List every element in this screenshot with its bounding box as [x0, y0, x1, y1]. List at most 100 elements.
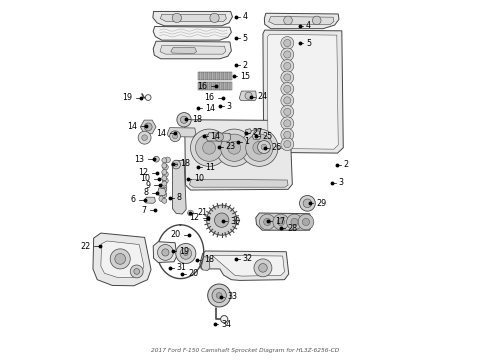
Circle shape — [162, 158, 167, 163]
Polygon shape — [263, 30, 343, 153]
Polygon shape — [153, 12, 232, 26]
Circle shape — [210, 13, 219, 23]
Bar — [228, 82, 230, 90]
Circle shape — [165, 157, 171, 163]
Circle shape — [291, 219, 298, 226]
Polygon shape — [206, 133, 231, 141]
Bar — [220, 82, 222, 90]
Bar — [212, 72, 214, 80]
Circle shape — [281, 48, 294, 61]
Circle shape — [284, 51, 291, 58]
Bar — [226, 72, 228, 80]
Bar — [210, 82, 212, 90]
Text: 12: 12 — [189, 213, 199, 222]
Circle shape — [281, 59, 294, 72]
Circle shape — [253, 141, 266, 154]
Text: 20: 20 — [189, 269, 199, 278]
Circle shape — [212, 288, 226, 303]
Circle shape — [215, 133, 223, 141]
Circle shape — [281, 105, 294, 118]
Circle shape — [163, 164, 168, 170]
Circle shape — [174, 163, 178, 166]
Circle shape — [162, 181, 167, 186]
Circle shape — [215, 213, 229, 227]
Circle shape — [180, 248, 192, 259]
Circle shape — [277, 219, 285, 226]
Circle shape — [284, 62, 291, 69]
Polygon shape — [153, 27, 231, 40]
Circle shape — [284, 108, 291, 116]
Circle shape — [162, 163, 167, 168]
Polygon shape — [93, 233, 151, 286]
Text: 10: 10 — [140, 175, 150, 184]
Text: 4: 4 — [243, 12, 247, 21]
Circle shape — [287, 214, 302, 230]
Circle shape — [302, 219, 310, 226]
Text: 14: 14 — [156, 129, 166, 138]
Text: 32: 32 — [243, 255, 253, 264]
Circle shape — [176, 243, 196, 264]
Circle shape — [172, 134, 177, 139]
Circle shape — [134, 269, 140, 274]
Circle shape — [110, 249, 130, 269]
Circle shape — [273, 214, 289, 230]
Bar — [208, 72, 210, 80]
Circle shape — [138, 131, 151, 144]
Bar — [219, 82, 220, 90]
Circle shape — [259, 214, 275, 230]
Circle shape — [241, 129, 278, 166]
Circle shape — [284, 131, 291, 138]
Circle shape — [313, 16, 321, 25]
Circle shape — [245, 134, 273, 161]
Polygon shape — [160, 45, 225, 54]
Bar — [198, 82, 200, 90]
Bar — [204, 82, 206, 90]
Circle shape — [281, 129, 294, 141]
Circle shape — [146, 95, 151, 100]
Bar — [200, 72, 202, 80]
Circle shape — [228, 141, 241, 154]
Polygon shape — [160, 14, 226, 22]
Text: 8: 8 — [176, 193, 181, 202]
Circle shape — [261, 144, 267, 150]
Circle shape — [196, 134, 223, 161]
Circle shape — [162, 170, 167, 175]
Bar — [204, 72, 206, 80]
Polygon shape — [140, 120, 156, 134]
Circle shape — [245, 92, 252, 99]
Circle shape — [170, 131, 180, 141]
Circle shape — [172, 160, 180, 169]
Bar — [222, 72, 224, 80]
Bar — [228, 72, 230, 80]
Text: 13: 13 — [135, 155, 145, 164]
Polygon shape — [172, 160, 186, 214]
Text: 17: 17 — [275, 217, 285, 226]
Circle shape — [281, 71, 294, 84]
Text: 8: 8 — [144, 188, 148, 197]
Circle shape — [258, 140, 270, 153]
Text: 6: 6 — [131, 195, 136, 204]
Circle shape — [203, 141, 216, 154]
Text: 16: 16 — [197, 82, 207, 91]
Text: 14: 14 — [210, 132, 220, 141]
Text: 14: 14 — [127, 122, 137, 131]
Text: 19: 19 — [122, 93, 132, 102]
Circle shape — [162, 198, 167, 203]
Bar — [217, 82, 218, 90]
Polygon shape — [269, 17, 334, 24]
Circle shape — [162, 249, 169, 256]
Polygon shape — [167, 128, 196, 137]
Circle shape — [284, 120, 291, 127]
Text: 3: 3 — [338, 178, 343, 187]
Circle shape — [284, 40, 291, 46]
Circle shape — [284, 85, 291, 93]
Text: 2: 2 — [243, 61, 247, 70]
Text: 18: 18 — [204, 255, 214, 264]
Circle shape — [159, 196, 165, 202]
Circle shape — [299, 195, 315, 211]
Circle shape — [284, 140, 291, 148]
Text: 24: 24 — [257, 92, 268, 101]
Bar — [215, 82, 216, 90]
Circle shape — [220, 134, 248, 161]
Text: 2: 2 — [343, 161, 348, 170]
